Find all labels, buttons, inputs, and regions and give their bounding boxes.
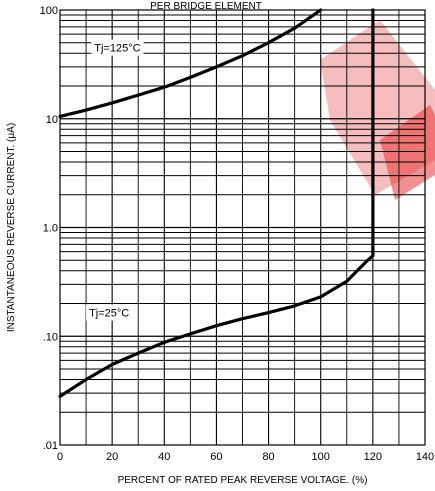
tick-labels: 0 20 40 60 80 100 120 140 .01 .10 1.0 10 100 — [40, 5, 435, 463]
x-tick-label: 120 — [364, 451, 382, 463]
x-tick-label: 140 — [416, 451, 434, 463]
x-tick-label: 20 — [106, 451, 118, 463]
plot-grid — [60, 10, 425, 445]
series-line-tj25 — [58, 8, 375, 398]
y-axis-label: INSTANTANEOUS REVERSE CURRENT. (μA) — [6, 123, 17, 332]
annotation-tj25-background — [86, 304, 133, 321]
x-tick-label: 80 — [262, 451, 274, 463]
annotations: Tj=125°C Tj=25°C — [86, 39, 144, 321]
x-tick-label: 40 — [158, 451, 170, 463]
y-tick-label: 10 — [46, 114, 58, 126]
annotation-tj125: Tj=125°C — [94, 43, 140, 55]
chart-title: PER BRIDGE ELEMENT — [150, 1, 262, 12]
annotation-tj125-background — [91, 39, 144, 56]
y-tick-label: 100 — [40, 5, 58, 17]
y-tick-label: .10 — [43, 331, 58, 343]
x-tick-label: 100 — [312, 451, 330, 463]
annotation-tj25: Tj=25°C — [89, 308, 129, 320]
plot-frame — [59, 9, 426, 446]
watermark-logo — [320, 20, 435, 200]
series-line-tj125 — [58, 8, 323, 118]
x-tick-label: 60 — [210, 451, 222, 463]
series-lines — [58, 8, 375, 398]
y-tick-label: 1.0 — [43, 223, 58, 235]
x-axis-label: PERCENT OF RATED PEAK REVERSE VOLTAGE. (… — [118, 475, 368, 486]
x-tick-label: 0 — [57, 451, 63, 463]
y-tick-label: .01 — [43, 440, 58, 452]
